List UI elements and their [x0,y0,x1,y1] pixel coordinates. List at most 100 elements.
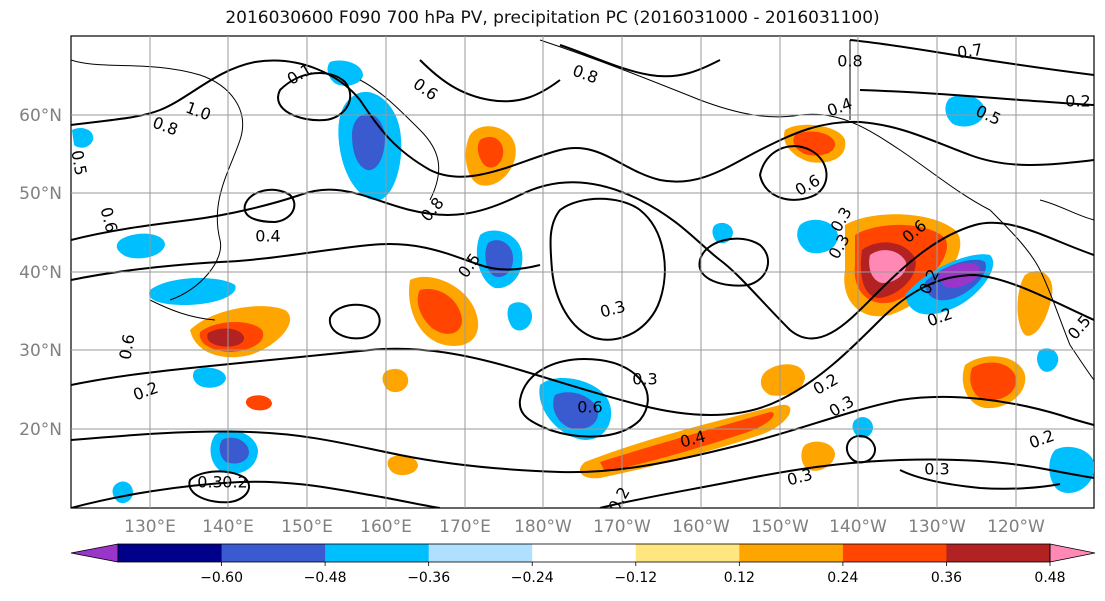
pv-contour-line [188,470,250,504]
map-title: 2016030600 F090 700 hPa PV, precipitatio… [225,8,880,28]
lon-label: 170°E [439,517,491,537]
lat-label-50: 50°N [19,184,62,204]
shade-negative [712,222,733,244]
colorbar-tick-label: −0.60 [200,570,243,586]
lon-label: 140°W [829,517,887,537]
contour-label: 0.3 [632,370,657,389]
colorbar-tick-label: −0.24 [511,570,554,586]
pv-contour-line [899,469,1061,490]
shade-negative [797,219,838,254]
pv-contour-line [71,480,441,508]
shade-negative [1049,446,1094,494]
colorbar-bin [118,544,223,562]
colorbar-outline [117,543,1051,563]
colorbar-bin [221,544,326,562]
colorbar-bin [946,544,1051,562]
colorbar-tick-label: 0.48 [1034,570,1065,586]
coastlines [71,39,1094,381]
contour-label: 0.5 [67,149,90,177]
shade-positive [600,412,774,472]
coastline [149,299,216,321]
colorbar: −0.60 −0.48 −0.36 −0.24 −0.12 0.12 0.24 0.36 0.4… [70,543,1096,586]
pv-contour-line [549,197,666,341]
lon-label: 160°W [672,517,730,537]
colorbar-bin [739,544,844,562]
pv-contour-line [845,434,877,464]
shade-negative [192,367,226,388]
shade-negative [945,94,985,127]
contour-label: 0.2 [222,473,247,492]
shade-positive [417,289,462,334]
shade-positive [1017,271,1053,336]
lon-label: 180°W [514,517,572,537]
coastline [539,39,991,211]
lat-label-30: 30°N [19,341,62,361]
contour-label: 0.8 [837,52,862,71]
lon-label: 140°E [202,517,254,537]
colorbar-extend-high [1049,543,1096,563]
colorbar-bin [325,544,430,562]
shade-negative [149,278,236,305]
shade-positive [760,364,805,396]
colorbar-tick-label: −0.12 [614,570,657,586]
coastline [1039,199,1094,221]
colorbar-bin [532,544,637,562]
lon-label: 170°W [593,517,651,537]
lat-label-40: 40°N [19,263,62,283]
gridlines [71,36,1094,508]
lat-label-20: 20°N [19,420,62,440]
contour-label: 0.4 [255,227,280,246]
lon-label: 130°W [908,517,966,537]
shade-negative [116,233,165,259]
colorbar-bin [635,544,740,562]
shade-positive [387,455,418,476]
pv-contour-line [243,188,296,224]
lon-label: 120°W [987,517,1045,537]
shade-negative [507,302,533,331]
shade-positive [970,362,1017,401]
colorbar-tick-label: 0.36 [931,570,962,586]
pv-contour-line [419,59,561,103]
lon-label: 150°W [751,517,809,537]
shade-negative [1037,348,1059,372]
pv-contour-line [71,395,1094,474]
contour-label: 0.3 [924,460,949,479]
colorbar-extend-low [70,543,119,563]
pv-contour-line [698,237,770,287]
pv-contours [71,39,1094,508]
shade-positive [793,131,836,156]
pv-contour-line [71,59,1094,183]
shade-negative [553,392,599,430]
pv-contour-line [277,71,352,122]
coastline [989,209,1094,381]
precipitation-shading [72,60,1094,504]
lat-label-60: 60°N [19,106,62,126]
colorbar-tick-label: 0.24 [827,570,858,586]
shade-negative [352,113,385,171]
shade-negative [72,128,94,148]
pv-contour-line [849,39,1094,76]
colorbar-tick-label: 0.12 [724,570,755,586]
shade-positive [245,395,272,411]
lon-label: 130°E [124,517,176,537]
coastline [359,79,440,201]
shade-positive [207,328,245,347]
contour-label: 0.7 [956,40,984,62]
lon-label: 160°E [360,517,412,537]
shade-negative [219,437,249,464]
shade-positive [477,136,504,168]
pv-contour-line [599,458,1094,508]
colorbar-tick-label: −0.36 [407,570,450,586]
contour-label: 0.3 [197,473,222,492]
contour-label: 0.2 [1065,92,1090,111]
pv-contour-line [71,243,541,281]
contour-label: 0.6 [577,398,602,417]
lon-label: 150°E [281,517,333,537]
contour-label: 0.6 [115,333,138,361]
coastline [71,59,244,301]
shade-positive [801,441,835,471]
shade-positive [382,368,409,393]
pv-contour-line [758,145,828,201]
colorbar-tick-label: −0.48 [304,570,347,586]
